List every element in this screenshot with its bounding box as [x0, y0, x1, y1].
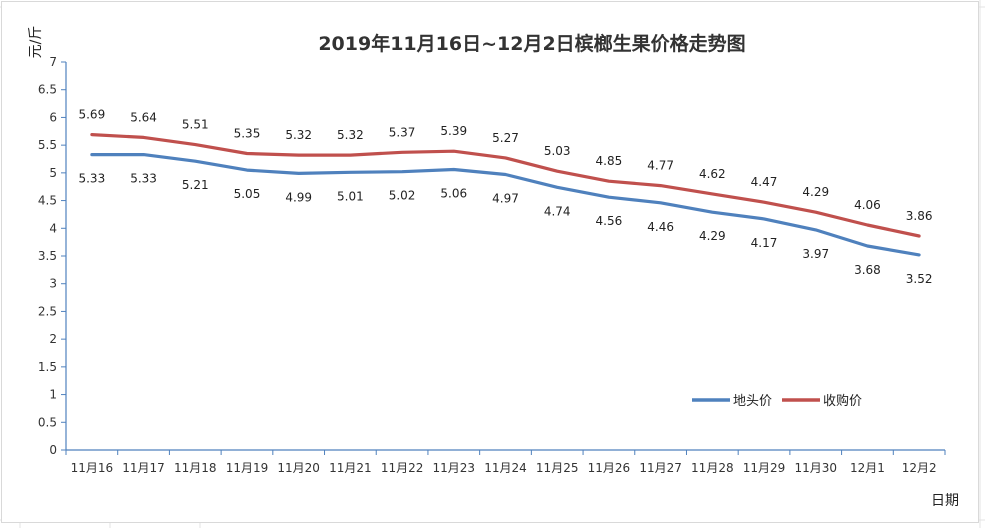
series-lines — [90, 133, 921, 257]
y-tick-label: 6.5 — [38, 83, 57, 97]
data-label: 4.62 — [699, 167, 726, 181]
x-tick-label: 11月17 — [122, 461, 165, 475]
data-labels: 5.33 5.33 5.21 5.05 4.99 5.01 5.02 5.06 4.97 4.74… — [78, 108, 932, 286]
data-label: 3.86 — [906, 209, 933, 223]
data-label: 5.33 — [130, 172, 157, 186]
series-line-地头价 — [90, 153, 921, 257]
y-tick-label: 7 — [49, 55, 57, 69]
x-tick-label: 11月16 — [71, 461, 114, 475]
y-tick-label: 1 — [49, 388, 57, 402]
x-tick-label: 11月22 — [381, 461, 424, 475]
legend-label: 收购价 — [823, 393, 862, 409]
chart-title: 2019年11月16日~12月2日槟榔生果价格走势图 — [318, 32, 745, 55]
data-label: 5.21 — [182, 178, 209, 192]
x-tick-label: 12月2 — [902, 461, 937, 475]
x-tick-label: 11月21 — [329, 461, 372, 475]
x-tick-label: 11月25 — [536, 461, 579, 475]
data-label: 5.64 — [130, 110, 157, 124]
x-tick-label: 11月27 — [639, 461, 682, 475]
y-tick-label: 5.5 — [38, 138, 57, 152]
data-label: 5.39 — [440, 124, 467, 138]
x-tick-label: 11月29 — [743, 461, 786, 475]
data-label: 4.97 — [492, 192, 519, 206]
legend: 地头价 收购价 — [692, 393, 862, 409]
data-label: 4.17 — [751, 236, 778, 250]
data-label: 3.97 — [802, 247, 829, 261]
data-label: 5.32 — [337, 128, 364, 142]
data-label: 4.46 — [647, 220, 674, 234]
x-tick-label: 11月26 — [588, 461, 631, 475]
legend-label: 地头价 — [733, 394, 772, 409]
y-tick-label: 2 — [49, 332, 57, 346]
x-tick-label: 11月28 — [691, 461, 734, 475]
y-tick-label: 4 — [49, 221, 57, 235]
data-label: 5.01 — [337, 189, 364, 203]
data-label: 4.47 — [751, 175, 778, 189]
data-label: 4.29 — [699, 229, 726, 243]
x-tick-label: 11月30 — [794, 461, 837, 475]
data-label: 4.29 — [802, 185, 829, 199]
x-tick-label: 11月20 — [277, 461, 320, 475]
data-label: 5.03 — [544, 144, 571, 158]
y-tick-label: 2.5 — [38, 304, 57, 318]
x-tick-label: 11月19 — [226, 461, 269, 475]
data-label: 5.33 — [78, 172, 105, 186]
data-label: 3.52 — [906, 272, 933, 286]
y-tick-label: 6 — [49, 110, 57, 124]
series-line-收购价 — [90, 133, 921, 238]
x-axis-title: 日期 — [931, 493, 959, 509]
data-label: 5.51 — [182, 118, 209, 132]
y-tick-label: 1.5 — [38, 360, 57, 374]
data-label: 4.74 — [544, 204, 571, 218]
y-tick-label: 4.5 — [38, 194, 57, 208]
data-label: 5.05 — [234, 187, 261, 201]
data-label: 5.06 — [440, 187, 467, 201]
y-axis-ticks: 0 0.5 1 1.5 2 2.5 3 3.5 4 4.5 5 5.5 6 6.5 7 — [38, 55, 66, 457]
x-tick-label: 11月24 — [484, 461, 527, 475]
data-label: 4.85 — [596, 154, 623, 168]
data-label: 5.37 — [389, 125, 416, 139]
data-label: 5.35 — [234, 126, 261, 140]
x-tick-label: 11月18 — [174, 461, 217, 475]
data-label: 5.02 — [389, 189, 416, 203]
data-label: 4.77 — [647, 159, 674, 173]
x-tick-label: 11月23 — [433, 461, 476, 475]
y-tick-label: 5 — [49, 166, 57, 180]
x-tick-label: 12月1 — [850, 461, 885, 475]
y-tick-label: 0.5 — [38, 415, 57, 429]
data-label: 5.32 — [285, 128, 312, 142]
data-label: 3.68 — [854, 263, 881, 277]
x-axis-ticks: 11月16 11月17 11月18 11月19 11月20 11月21 11月22 11月23… — [65, 450, 946, 475]
data-label: 4.56 — [596, 214, 623, 228]
data-label: 5.27 — [492, 131, 519, 145]
data-label: 4.99 — [285, 190, 312, 204]
y-tick-label: 3.5 — [38, 249, 57, 263]
data-label: 5.69 — [78, 108, 105, 122]
y-tick-label: 3 — [49, 277, 57, 291]
data-label: 4.06 — [854, 198, 881, 212]
y-axis-title: 元/斤 — [28, 26, 44, 59]
y-tick-label: 0 — [49, 443, 57, 457]
